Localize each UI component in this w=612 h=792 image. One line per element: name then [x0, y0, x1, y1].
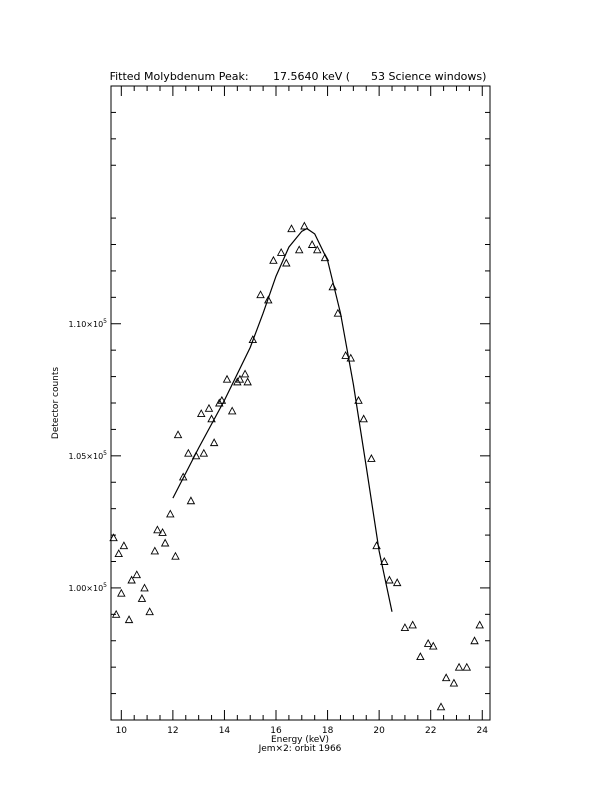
data-point [215, 398, 224, 407]
data-point [145, 607, 154, 616]
data-point [132, 570, 142, 579]
data-point [119, 541, 129, 550]
data-point [256, 290, 265, 299]
data-point [171, 551, 180, 560]
data-point [124, 615, 134, 624]
data-point [117, 588, 126, 597]
axes: 10 12 14 16 18 20 22 24 1.00×105 1.05×105 1.10×105 [68, 85, 490, 736]
data-point [449, 678, 459, 687]
data-point [160, 538, 170, 547]
data-point [186, 496, 196, 505]
data-point [441, 673, 451, 682]
data-point [204, 403, 214, 412]
data-point [173, 430, 183, 439]
data-point [248, 335, 258, 344]
data-point [109, 533, 118, 542]
data-point [359, 414, 368, 423]
data-point [400, 623, 410, 631]
chart-title: Fitted Molybdenum Peak: 17.5640 keV ( 53… [110, 70, 487, 83]
y-tick-label: 1.05×105 [68, 450, 107, 461]
y-axis-label: Detector counts [51, 367, 61, 439]
data-point [454, 662, 464, 671]
data-point [217, 395, 227, 404]
data-point [114, 549, 123, 558]
data-point [269, 255, 278, 264]
data-point [408, 620, 417, 629]
x-tick-label: 24 [477, 726, 489, 736]
data-point [140, 583, 149, 592]
x-tick-label: 12 [167, 726, 178, 736]
data-point [184, 448, 193, 457]
data-point [462, 662, 472, 671]
data-marks [109, 221, 484, 711]
data-point [150, 546, 160, 555]
data-point [307, 240, 317, 248]
data-point [153, 525, 162, 534]
data-point [294, 245, 304, 254]
data-point [385, 575, 394, 584]
data-point [287, 224, 296, 233]
data-point [429, 641, 438, 650]
data-point [178, 472, 188, 481]
data-point [158, 527, 167, 536]
data-point [137, 594, 147, 602]
x-axis-label: Energy (keV) [271, 735, 329, 745]
data-point [196, 409, 206, 418]
data-point [243, 377, 252, 386]
data-point [222, 374, 232, 383]
x-tick-label: 18 [322, 726, 334, 736]
data-point [207, 414, 216, 423]
data-point [276, 247, 286, 256]
x-tick-label: 20 [373, 726, 385, 736]
data-point [328, 282, 337, 291]
data-point [111, 609, 121, 618]
data-point [341, 351, 350, 359]
fit-curve [172, 227, 393, 612]
data-point [240, 369, 250, 378]
data-point [209, 438, 219, 447]
data-point [300, 221, 309, 230]
data-point [416, 652, 425, 661]
data-point [367, 454, 376, 462]
data-point [354, 395, 363, 404]
x-tick-label: 10 [116, 726, 128, 736]
y-tick-label: 1.10×105 [68, 318, 107, 329]
data-point [235, 374, 245, 383]
data-point [313, 245, 322, 254]
data-point [166, 509, 175, 518]
data-point [199, 448, 209, 457]
x-tick-label: 16 [270, 726, 282, 736]
data-point [470, 636, 479, 645]
x-tick-label: 22 [425, 726, 436, 736]
data-point [227, 406, 237, 415]
x-tick-label: 14 [219, 726, 231, 736]
data-point [392, 578, 402, 587]
data-point [282, 258, 291, 267]
chart-subtitle: Jem×2: orbit 1966 [258, 744, 342, 754]
plot-frame [110, 85, 491, 721]
data-point [264, 295, 273, 304]
data-point [233, 377, 242, 386]
data-point [436, 702, 446, 711]
data-point [475, 620, 484, 629]
data-point [423, 638, 433, 647]
y-tick-label: 1.00×105 [68, 582, 107, 593]
data-point [127, 575, 136, 584]
data-point [380, 557, 389, 565]
data-point [333, 308, 343, 317]
